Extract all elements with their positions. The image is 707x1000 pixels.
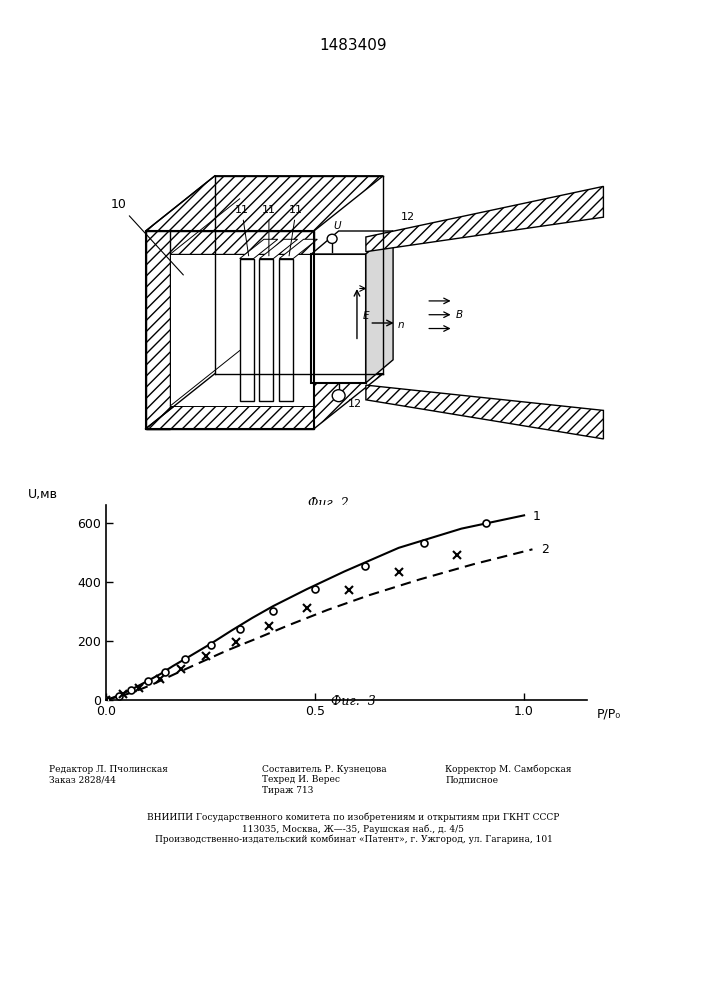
Text: 11: 11 [235, 205, 249, 256]
Text: U,мв: U,мв [28, 488, 58, 501]
Text: n: n [397, 320, 404, 330]
Text: B: B [456, 310, 463, 320]
Text: Корректор М. Самборская
Подписное: Корректор М. Самборская Подписное [445, 765, 572, 785]
Polygon shape [146, 231, 314, 254]
Text: 10: 10 [111, 198, 183, 275]
Text: 11: 11 [262, 205, 276, 256]
Text: Фиг.  3: Фиг. 3 [331, 695, 376, 708]
Polygon shape [146, 176, 383, 231]
Text: U: U [333, 221, 341, 231]
Text: 1483409: 1483409 [320, 38, 387, 53]
Text: 12: 12 [400, 212, 414, 222]
Text: Фиг. 2: Фиг. 2 [308, 497, 349, 510]
Circle shape [327, 234, 337, 243]
Polygon shape [311, 231, 393, 254]
Polygon shape [279, 239, 317, 259]
Polygon shape [146, 374, 383, 429]
Circle shape [332, 390, 345, 402]
Polygon shape [240, 259, 254, 401]
Polygon shape [366, 186, 603, 252]
Text: 2: 2 [541, 543, 549, 556]
Text: E: E [363, 311, 369, 321]
Polygon shape [366, 231, 393, 383]
Text: Составитель Р. Кузнецова
Техред И. Верес
Тираж 713: Составитель Р. Кузнецова Техред И. Верес… [262, 765, 386, 795]
Polygon shape [170, 254, 314, 406]
Polygon shape [311, 254, 366, 383]
Text: 1: 1 [532, 510, 540, 523]
Polygon shape [146, 406, 314, 429]
Text: P/P₀: P/P₀ [597, 708, 621, 721]
Text: 11: 11 [289, 205, 303, 256]
Polygon shape [240, 239, 278, 259]
Polygon shape [279, 259, 293, 401]
Polygon shape [366, 385, 603, 439]
Text: 12: 12 [348, 399, 362, 409]
Text: ВНИИПИ Государственного комитета по изобретениям и открытиям при ГКНТ СССР
11303: ВНИИПИ Государственного комитета по изоб… [147, 813, 560, 844]
Text: Редактор Л. Пчолинская
Заказ 2828/44: Редактор Л. Пчолинская Заказ 2828/44 [49, 765, 168, 784]
Polygon shape [259, 239, 298, 259]
Polygon shape [146, 231, 170, 429]
Polygon shape [259, 259, 274, 401]
